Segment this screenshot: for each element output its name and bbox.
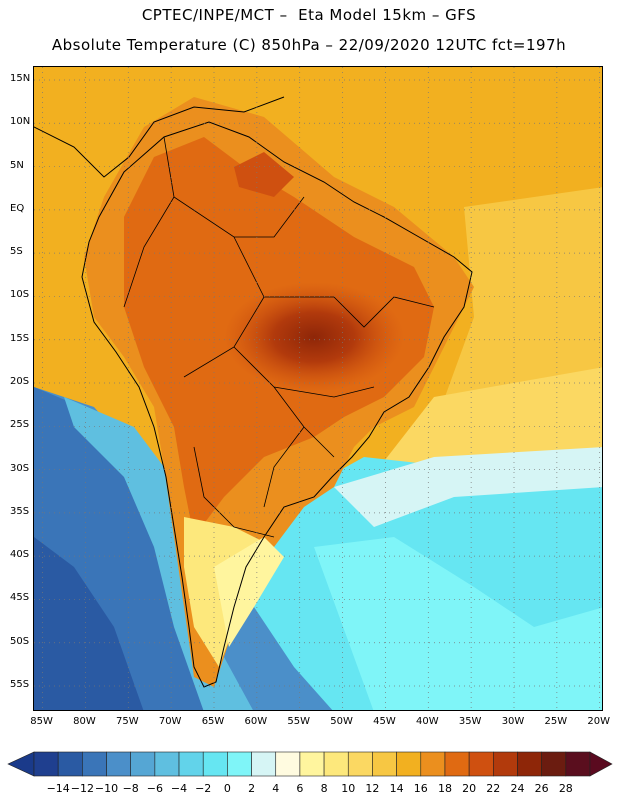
lat-tick-label: 55S — [10, 679, 30, 691]
colorbar-swatch — [82, 751, 107, 777]
colorbar-label: −4 — [170, 782, 188, 795]
colorbar-swatch — [444, 751, 470, 777]
colorbar-swatch — [106, 751, 131, 777]
colorbar-label: −10 — [94, 782, 119, 795]
lon-tick-label: 70W — [158, 716, 182, 727]
colorbar-label: 10 — [341, 782, 356, 795]
lat-tick-label: 30S — [10, 462, 30, 474]
lon-tick-label: 20W — [587, 716, 611, 727]
colorbar-swatch — [251, 751, 277, 777]
colorbar-swatch — [541, 751, 567, 777]
lat-tick-label: 45S — [10, 592, 30, 604]
colorbar-label: −2 — [195, 782, 212, 795]
lat-tick-label: 40S — [10, 549, 30, 561]
colorbar-swatch — [178, 751, 204, 777]
lat-tick-label: 20S — [10, 376, 30, 387]
colorbar-swatch — [565, 751, 591, 777]
colorbar-label: 18 — [437, 782, 452, 795]
colorbar-swatch — [323, 751, 349, 777]
continent-outline — [81, 121, 473, 688]
colorbar — [7, 751, 613, 777]
temperature-map — [33, 66, 603, 711]
colorbar-label: 6 — [296, 782, 304, 795]
lon-tick-label: 85W — [30, 716, 53, 727]
hot-core — [224, 282, 404, 392]
lon-tick-label: 80W — [73, 716, 96, 727]
colorbar-swatch — [202, 751, 228, 777]
colorbar-label: −14 — [46, 782, 70, 795]
colorbar-label: −8 — [122, 782, 139, 795]
colorbar-label: 8 — [320, 782, 328, 795]
lon-tick-label: 30W — [501, 716, 525, 727]
colorbar-swatch — [130, 751, 156, 777]
lon-tick-label: 50W — [330, 716, 353, 727]
colorbar-label: −6 — [146, 782, 163, 795]
colorbar-swatch — [420, 751, 446, 777]
colorbar-label: 2 — [248, 782, 256, 795]
lon-tick-label: 60W — [244, 716, 268, 727]
lon-tick-label: 75W — [115, 716, 139, 727]
colorbar-high-arrow — [589, 751, 613, 777]
colorbar-label: 0 — [223, 782, 231, 795]
lat-tick-label: 15N — [10, 72, 31, 84]
colorbar-label: 28 — [558, 782, 573, 795]
field-6c-band — [334, 447, 602, 527]
map-gridlines — [34, 67, 602, 710]
hot-spot-north — [234, 152, 294, 197]
colorbar-label: 24 — [510, 782, 525, 795]
lat-tick-label: 50S — [10, 635, 30, 647]
colorbar-swatch — [33, 751, 59, 777]
colorbar-swatch — [372, 751, 397, 777]
colorbar-swatch — [396, 751, 422, 777]
field-light-cyan — [314, 537, 602, 710]
lat-tick-label: EQ — [10, 202, 25, 214]
colorbar-swatch — [227, 751, 252, 777]
colorbar-swatch — [57, 751, 83, 777]
lat-tick-label: 10S — [10, 289, 30, 301]
country-borders — [123, 136, 435, 538]
colorbar-label: 16 — [413, 782, 428, 795]
colorbar-swatch — [299, 751, 325, 777]
lat-tick-label: 5S — [10, 246, 23, 258]
map-canvas — [34, 67, 602, 710]
lon-tick-label: 25W — [544, 716, 568, 727]
colorbar-label: 26 — [534, 782, 549, 795]
map-title-line1: CPTEC/INPE/MCT – Eta Model 15km – GFS — [141, 6, 477, 24]
lon-tick-label: 35W — [458, 716, 482, 727]
lon-tick-label: 40W — [415, 716, 439, 727]
lon-tick-label: 55W — [287, 716, 311, 727]
colorbar-swatch — [154, 751, 180, 777]
colorbar-low-arrow — [7, 751, 35, 777]
field-minus10 — [34, 537, 144, 710]
colorbar-label: −12 — [70, 782, 94, 795]
lat-tick-label: 25S — [10, 419, 30, 431]
colorbar-swatch — [468, 751, 494, 777]
colorbar-label: 20 — [462, 782, 477, 795]
colorbar-swatch — [517, 751, 542, 777]
lat-tick-label: 5N — [10, 159, 24, 171]
colorbar-label: 4 — [272, 782, 280, 795]
field-patagonia-light — [214, 537, 284, 647]
colorbar-swatch — [347, 751, 373, 777]
lon-tick-label: 65W — [201, 716, 225, 727]
lat-tick-label: 10N — [10, 116, 31, 128]
colorbar-label: 22 — [486, 782, 501, 795]
lat-tick-label: 15S — [10, 332, 30, 344]
lon-tick-label: 45W — [373, 716, 396, 727]
lat-tick-label: 35S — [10, 505, 30, 517]
map-title-line2: Absolute Temperature (C) 850hPa – 22/09/… — [51, 36, 567, 54]
colorbar-label: 12 — [365, 782, 380, 795]
colorbar-swatch — [493, 751, 518, 777]
colorbar-swatch — [275, 751, 301, 777]
colorbar-label: 14 — [389, 782, 404, 795]
caribbean-coast — [34, 96, 285, 178]
